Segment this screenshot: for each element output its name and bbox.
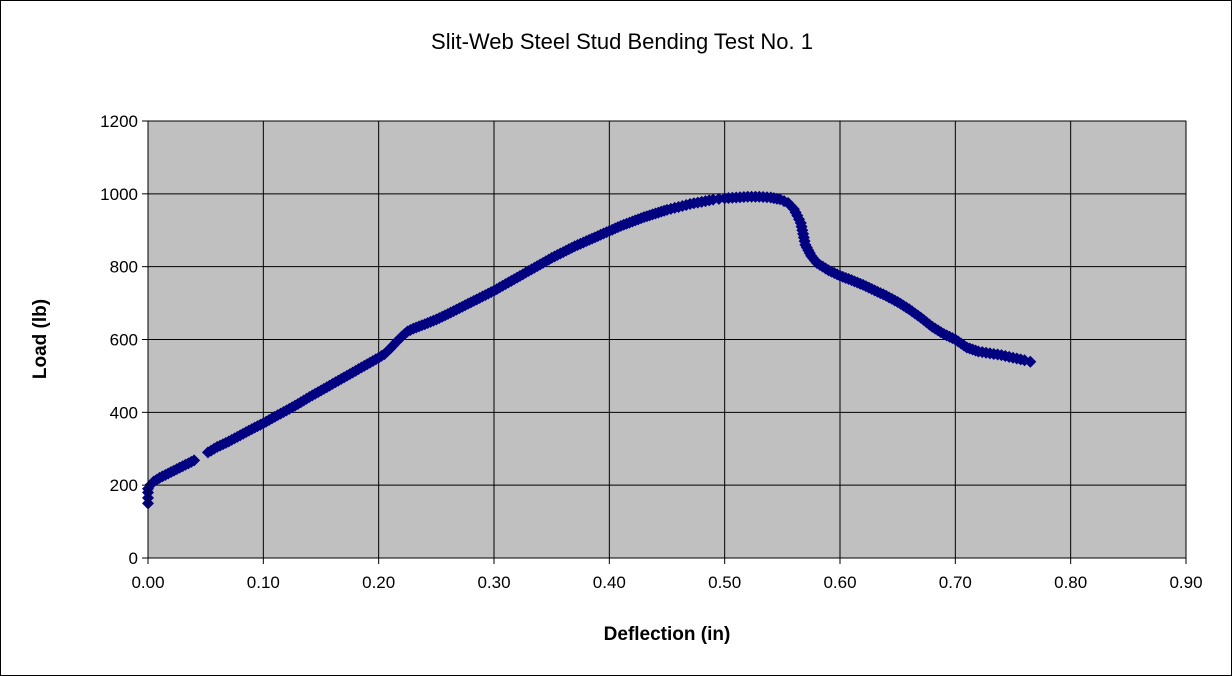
x-tick-label: 0.10 xyxy=(247,573,280,592)
y-tick-label: 1000 xyxy=(100,185,138,204)
y-tick-label: 800 xyxy=(110,258,138,277)
y-tick-label: 400 xyxy=(110,403,138,422)
y-tick-label: 200 xyxy=(110,476,138,495)
data-point xyxy=(1024,355,1037,368)
grid xyxy=(148,120,1187,558)
x-tick-label: 0.30 xyxy=(477,573,510,592)
y-tick-label: 0 xyxy=(129,549,138,568)
x-tick-label: 0.50 xyxy=(708,573,741,592)
x-tick-label: 0.90 xyxy=(1169,573,1202,592)
x-tick-label: 0.00 xyxy=(131,573,164,592)
x-tick-label: 0.60 xyxy=(823,573,856,592)
y-tick-label: 1200 xyxy=(100,112,138,131)
data-point xyxy=(188,454,201,467)
x-tick-label: 0.80 xyxy=(1054,573,1087,592)
x-tick-label: 0.20 xyxy=(362,573,395,592)
y-axis-ticks: 0 200 400 600 800 1000 1200 xyxy=(100,112,148,568)
y-tick-label: 600 xyxy=(110,331,138,350)
x-axis-ticks: 0.00 0.10 0.20 0.30 0.40 0.50 0.60 0.70 0.80 0.90 xyxy=(131,558,1203,592)
data-markers xyxy=(142,190,1037,510)
y-axis-label: Load (lb) xyxy=(30,299,51,379)
x-tick-label: 0.70 xyxy=(939,573,972,592)
chart-title: Slit-Web Steel Stud Bending Test No. 1 xyxy=(431,29,813,54)
x-axis-label: Deflection (in) xyxy=(604,624,731,645)
x-tick-label: 0.40 xyxy=(593,573,626,592)
